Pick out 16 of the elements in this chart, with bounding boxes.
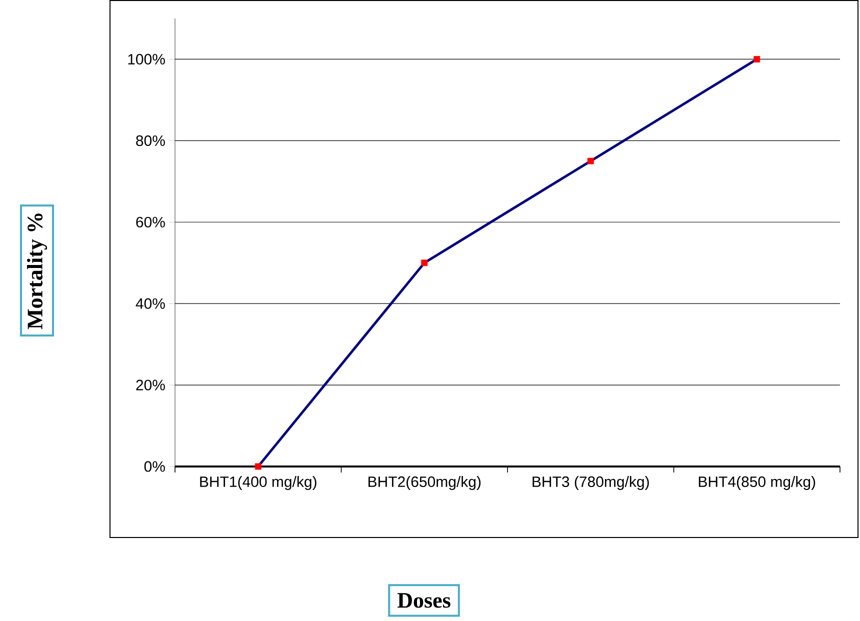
- x-tick-label: BHT4(850 mg/kg): [698, 476, 816, 490]
- x-tick-label: BHT1(400 mg/kg): [200, 476, 316, 490]
- y-tick-label: 100%: [128, 54, 165, 64]
- x-tick-label: BHT3 (780mg/kg): [532, 476, 649, 490]
- y-tick-label: 20%: [136, 379, 165, 390]
- y-tick-label: 40%: [136, 298, 165, 309]
- point: [254, 463, 262, 470]
- point: [421, 259, 428, 266]
- point: [587, 158, 594, 164]
- y-tick-label: 80%: [136, 135, 165, 146]
- y-tick-label: 60%: [136, 216, 165, 228]
- point: [754, 56, 760, 62]
- x-axis-title: Doses: [398, 592, 450, 608]
- y-tick-label: 0%: [144, 460, 165, 472]
- x-tick-label: BHT2(650mg/kg): [368, 476, 481, 490]
- y-axis-title: Mortality %: [27, 213, 48, 329]
